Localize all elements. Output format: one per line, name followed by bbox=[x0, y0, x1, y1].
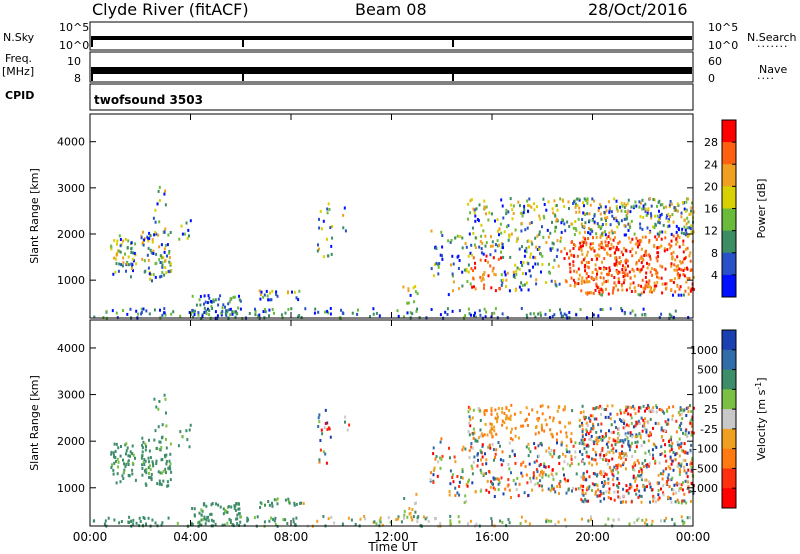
colorbar-segment bbox=[722, 409, 736, 430]
x-tick-label: 16:00 bbox=[475, 530, 510, 544]
x-tick-label: 08:00 bbox=[274, 530, 309, 544]
colorbar-segment bbox=[722, 230, 736, 254]
y-tick-label: 2000 bbox=[57, 435, 85, 448]
y-tick-label: 3000 bbox=[57, 182, 85, 195]
x-tick-label: 20:00 bbox=[575, 530, 610, 544]
colorbar-label: Power [dB] bbox=[755, 179, 768, 239]
colorbar-tick-label: 8 bbox=[711, 247, 718, 260]
echo-field bbox=[92, 393, 695, 528]
colorbar-segment bbox=[722, 274, 736, 298]
y-tick-label: 2000 bbox=[57, 228, 85, 241]
colorbar-tick-label: 25 bbox=[704, 403, 718, 416]
date-label: 28/Oct/2016 bbox=[588, 0, 688, 19]
colorbar-segment bbox=[722, 349, 736, 371]
station-title: Clyde River (fitACF) bbox=[92, 0, 249, 19]
y-axis-label: Slant Range [km] bbox=[28, 168, 41, 264]
y-tick-label: 1000 bbox=[57, 482, 85, 495]
y-tick-label: 4000 bbox=[57, 136, 85, 149]
y-tick-label: 4000 bbox=[57, 342, 85, 355]
colorbar-tick-label: 500 bbox=[697, 364, 718, 377]
nsky-trace bbox=[91, 36, 692, 47]
colorbar-segment bbox=[722, 252, 736, 276]
nsearch-label: N.Search bbox=[747, 31, 797, 44]
colorbar-tick-label: 1000 bbox=[690, 344, 718, 357]
colorbar-segment bbox=[722, 448, 736, 469]
colorbar-segment bbox=[722, 186, 736, 209]
colorbar-tick-label: 20 bbox=[704, 180, 718, 193]
colorbar-segment bbox=[722, 142, 736, 165]
power-panel: 1000 2000 3000 4000 Slant Range [km] 4 8 12 16 20… bbox=[28, 113, 768, 321]
colorbar-tick-label: -25 bbox=[700, 423, 718, 436]
freq-trace bbox=[91, 67, 692, 81]
x-tick-label: 04:00 bbox=[173, 530, 208, 544]
y-tick-label: 1000 bbox=[57, 274, 85, 287]
colorbar-label: Velocity [m s-1] bbox=[754, 377, 768, 460]
freq-panel bbox=[89, 51, 694, 83]
nsky-tick-low: 10^0 bbox=[59, 39, 89, 52]
colorbar-frame bbox=[721, 329, 737, 509]
y-tick-label: 3000 bbox=[57, 389, 85, 402]
colorbar-tick-label: 28 bbox=[704, 136, 718, 149]
y-axis-label: Slant Range [km] bbox=[28, 375, 41, 471]
freq-unit: [MHz] bbox=[2, 65, 35, 78]
nsearch-tick-high: 10^5 bbox=[708, 21, 738, 34]
plot-frame bbox=[89, 113, 694, 319]
x-tick-label: 12:00 bbox=[374, 530, 409, 544]
colorbar-segment bbox=[722, 208, 736, 232]
colorbar-segment bbox=[722, 120, 736, 143]
colorbar-tick-label: 100 bbox=[697, 383, 718, 396]
colorbar-segment bbox=[722, 428, 736, 450]
cpid-panel bbox=[89, 83, 694, 111]
nave-tick-low: 0 bbox=[708, 72, 715, 85]
colorbar-tick-label: 24 bbox=[704, 158, 718, 171]
nsky-panel bbox=[89, 21, 694, 51]
freq-label: Freq. bbox=[5, 52, 33, 65]
colorbar-tick-label: 4 bbox=[711, 269, 718, 282]
colorbar-segment bbox=[722, 369, 736, 390]
freq-tick-low: 8 bbox=[74, 72, 81, 85]
beam-label: Beam 08 bbox=[355, 0, 427, 19]
x-tick-label: 00:00 bbox=[676, 530, 711, 544]
colorbar-segment bbox=[722, 468, 736, 489]
colorbar-tick-label: 12 bbox=[704, 225, 718, 238]
nave-label: Nave bbox=[759, 63, 788, 76]
colorbar-segment bbox=[722, 164, 736, 187]
colorbar-segment bbox=[722, 488, 736, 509]
cpid-value: twofsound 3503 bbox=[94, 93, 203, 107]
nsearch-dots: ······· bbox=[757, 40, 789, 53]
nave-dots: ···· bbox=[757, 72, 775, 85]
nsky-tick-high: 10^5 bbox=[59, 21, 89, 34]
colorbar-tick-label: -1000 bbox=[686, 482, 718, 495]
freq-tick-high: 10 bbox=[67, 55, 81, 68]
x-tick-label: 00:00 bbox=[73, 530, 108, 544]
plot-frame bbox=[89, 319, 694, 527]
colorbar-segment bbox=[722, 389, 736, 410]
nsky-label: N.Sky bbox=[3, 31, 35, 44]
colorbar-tick-label: -500 bbox=[693, 462, 718, 475]
cpid-label: CPID bbox=[5, 89, 35, 102]
velocity-panel: 1000 2000 3000 4000 Slant Range [km] 00:00 04:… bbox=[28, 319, 768, 544]
colorbar-tick-label: -100 bbox=[693, 443, 718, 456]
nave-tick-high: 60 bbox=[708, 55, 722, 68]
colorbar-segment bbox=[722, 330, 736, 351]
x-axis-label: Time UT bbox=[367, 540, 418, 554]
echo-field bbox=[93, 185, 695, 321]
nsearch-tick-low: 10^0 bbox=[708, 39, 738, 52]
colorbar-tick-label: 16 bbox=[704, 203, 718, 216]
